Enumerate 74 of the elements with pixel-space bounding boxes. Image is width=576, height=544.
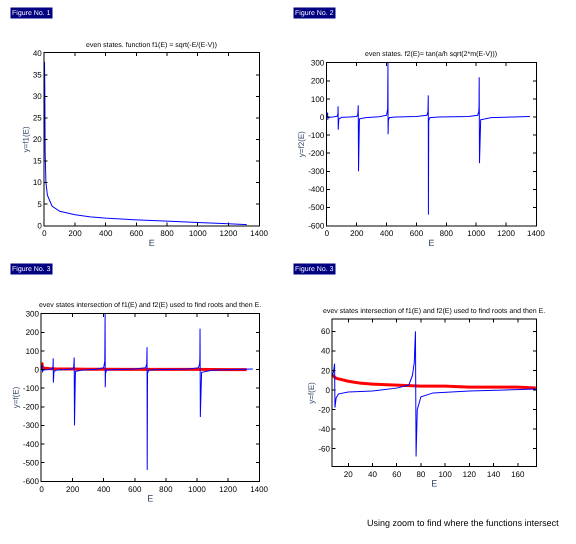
x-tick-label: 600 bbox=[130, 229, 144, 238]
y-axis-title: y=f(E) bbox=[12, 386, 21, 408]
y-tick-label: -20 bbox=[318, 405, 330, 414]
x-tick-label: 800 bbox=[160, 229, 174, 238]
x-tick-label: 800 bbox=[440, 229, 454, 238]
y-tick-label: 200 bbox=[310, 76, 325, 86]
y-tick-label: -500 bbox=[308, 203, 325, 212]
y-tick-label: -400 bbox=[308, 185, 325, 194]
y-tick-label: 10 bbox=[32, 178, 42, 188]
y-tick-label: 5 bbox=[37, 200, 42, 209]
y-axis-title: y=f1(E) bbox=[22, 126, 31, 152]
x-axis-title: E bbox=[147, 494, 154, 504]
x-tick-label: 20 bbox=[344, 470, 354, 479]
y-tick-label: 20 bbox=[32, 135, 42, 144]
y-axis-title: y=f(E) bbox=[307, 382, 316, 404]
y-tick-label: 0 bbox=[34, 365, 40, 374]
y-axis-title: y=f2(E) bbox=[296, 130, 306, 158]
y-tick-label: -400 bbox=[22, 440, 40, 449]
x-tick-label: 120 bbox=[462, 470, 477, 479]
y-tick-label: 100 bbox=[26, 346, 40, 356]
y-tick-label: -100 bbox=[308, 130, 325, 140]
y-tick-label: 100 bbox=[310, 94, 325, 104]
x-axis-title: E bbox=[428, 238, 434, 248]
y-tick-label: -600 bbox=[22, 477, 40, 486]
x-axis-title: E bbox=[431, 478, 438, 489]
y-tick-label: -200 bbox=[22, 402, 40, 412]
y-tick-label: 60 bbox=[321, 327, 330, 336]
y-tick-label: 25 bbox=[32, 114, 42, 123]
x-tick-label: 800 bbox=[159, 484, 174, 494]
y-tick-label: -300 bbox=[308, 167, 325, 176]
x-tick-label: 40 bbox=[368, 470, 378, 479]
x-tick-label: 400 bbox=[380, 229, 394, 238]
y-tick-label: 200 bbox=[26, 328, 40, 338]
x-tick-label: 80 bbox=[416, 470, 426, 479]
x-tick-label: 1000 bbox=[467, 229, 486, 238]
x-tick-label: 600 bbox=[410, 229, 424, 238]
x-tick-label: 140 bbox=[486, 470, 501, 479]
y-tick-label: 40 bbox=[321, 346, 330, 356]
x-tick-label: 1400 bbox=[250, 229, 269, 238]
y-tick-label: 15 bbox=[32, 156, 42, 166]
x-tick-label: 1200 bbox=[219, 484, 238, 494]
y-tick-label: 20 bbox=[321, 366, 330, 376]
y-tick-label: -600 bbox=[308, 221, 325, 230]
y-tick-label: 30 bbox=[32, 92, 42, 102]
y-tick-label: -200 bbox=[308, 149, 325, 158]
x-tick-label: 60 bbox=[392, 470, 402, 479]
x-tick-label: 1200 bbox=[220, 229, 238, 238]
x-tick-label: 1400 bbox=[250, 484, 269, 494]
x-tick-label: 1400 bbox=[527, 229, 546, 238]
y-tick-label: -500 bbox=[22, 458, 40, 468]
y-tick-label: 35 bbox=[32, 70, 42, 80]
y-tick-label: 0 bbox=[320, 112, 325, 122]
x-tick-label: 1000 bbox=[188, 229, 208, 238]
x-tick-label: 100 bbox=[438, 470, 452, 479]
y-tick-label: -300 bbox=[22, 421, 40, 430]
y-tick-label: -100 bbox=[22, 384, 40, 393]
y-tick-label: 300 bbox=[26, 310, 40, 319]
x-tick-label: 600 bbox=[128, 484, 142, 494]
y-tick-label: 0 bbox=[37, 221, 42, 230]
x-tick-label: 400 bbox=[99, 229, 113, 238]
x-tick-label: 1200 bbox=[497, 229, 516, 238]
y-tick-label: 300 bbox=[310, 58, 325, 68]
text: Using zoom to find where the functions intersect bbox=[367, 518, 560, 528]
x-tick-label: 160 bbox=[511, 470, 525, 479]
x-tick-label: 200 bbox=[68, 229, 82, 238]
x-axis-title: E bbox=[148, 238, 155, 248]
y-tick-label: 0 bbox=[325, 386, 330, 395]
y-tick-label: -60 bbox=[318, 444, 330, 454]
x-tick-label: 1000 bbox=[188, 484, 206, 494]
x-tick-label: 200 bbox=[66, 484, 80, 494]
y-tick-label: 40 bbox=[32, 49, 42, 58]
y-tick-label: -40 bbox=[318, 424, 330, 434]
x-tick-label: 400 bbox=[97, 484, 111, 494]
x-tick-label: 200 bbox=[350, 229, 364, 238]
